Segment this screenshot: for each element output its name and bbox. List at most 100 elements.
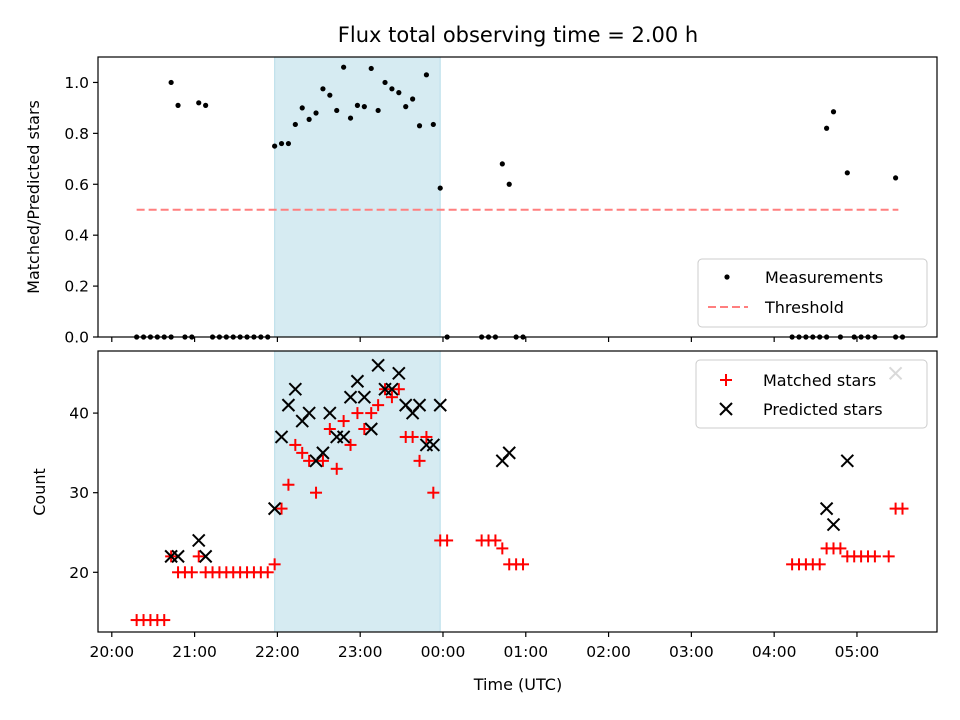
matched-stars-point [420, 430, 433, 443]
matched-stars-point [289, 438, 302, 451]
matched-stars-point [813, 558, 826, 571]
matched-stars-point [358, 423, 371, 436]
predicted-stars-point [281, 398, 296, 412]
legend-marker-measurements [724, 274, 730, 280]
legend-label-threshold: Threshold [764, 298, 844, 317]
measurement-point [272, 143, 278, 149]
measurement-point [278, 140, 285, 147]
xtick-label: 20:00 [89, 643, 134, 661]
measurement-point [306, 116, 312, 122]
measurement-point [389, 86, 395, 92]
matched-stars-point [330, 462, 343, 475]
matched-stars-point [303, 454, 316, 467]
matched-stars-point [441, 534, 454, 547]
xtick-label: 23:00 [338, 643, 383, 661]
bottom-legend-frame [695, 359, 928, 429]
top-ytick-label: 0.6 [64, 176, 89, 194]
predicted-stars-point [840, 454, 855, 468]
measurement-point [354, 102, 361, 108]
matched-stars-point [192, 550, 205, 563]
top-panel: 0.0 0.2 0.4 0.6 0.8 1.0 Flux total observing … [24, 23, 938, 347]
predicted-stars-point [192, 533, 206, 548]
measurement-point [341, 64, 347, 70]
predicted-stars-point [198, 549, 213, 564]
top-ytick-label: 0.0 [64, 329, 89, 347]
xtick-label: 03:00 [669, 643, 714, 661]
matched-stars-point [496, 542, 509, 555]
bottom-legend: Matched stars Predicted stars [695, 359, 928, 429]
predicted-stars-point [336, 430, 351, 444]
top-ytick-label: 0.8 [64, 125, 89, 143]
measurement-point [824, 125, 830, 131]
measurement-point [893, 175, 899, 181]
measurement-point [292, 121, 298, 128]
legend-marker-matched [720, 374, 732, 386]
legend-label-measurements: Measurements [765, 268, 883, 287]
chart-title: Flux total observing time = 2.00 h [338, 23, 698, 47]
legend-marker-predicted [719, 402, 733, 416]
measurement-point [347, 115, 354, 121]
matched-stars-point [268, 558, 281, 571]
predicted-stars-point [350, 374, 365, 388]
matched-stars-point [385, 391, 398, 404]
bottom-ytick-label: 20 [69, 564, 89, 582]
predicted-stars-point [392, 366, 406, 380]
bottom-ytick-label: 40 [69, 405, 89, 423]
measurement-point [416, 123, 423, 129]
predicted-stars-point [426, 438, 441, 452]
measurement-point [368, 65, 374, 72]
matched-stars-point [185, 566, 198, 579]
matched-stars-point [158, 614, 171, 627]
measurement-point [403, 104, 409, 110]
measurement-point [430, 121, 436, 128]
predicted-stars-point [357, 390, 372, 404]
matched-stars-point [489, 534, 502, 547]
measurement-point [437, 185, 443, 191]
predicted-stars-point [412, 398, 427, 412]
matched-stars-point [351, 407, 364, 420]
top-ytick-label: 0.2 [64, 278, 89, 296]
measurement-point [844, 170, 850, 176]
predicted-stars-point [385, 382, 399, 396]
measurement-point [499, 161, 505, 167]
matched-stars-point [316, 454, 329, 467]
top-legend-frame [697, 258, 928, 328]
top-shaded-region [274, 56, 441, 338]
predicted-stars-point [316, 446, 330, 460]
matched-stars-point [261, 566, 274, 579]
predicted-stars-point [274, 430, 289, 444]
top-y-ticks: 0.0 0.2 0.4 0.6 0.8 1.0 [64, 74, 98, 347]
matched-stars-point [372, 399, 385, 412]
predicted-stars-point [267, 501, 282, 516]
measurement-point [410, 96, 416, 102]
x-axis-label: Time (UTC) [473, 675, 562, 694]
predicted-stars-point [288, 382, 303, 396]
matched-stars-point [406, 430, 419, 443]
measurement-point [285, 140, 292, 147]
measurement-point [327, 92, 333, 98]
bottom-x-ticks: 20:00 21:00 22:00 23:00 00:00 01:00 02:00 03:00… [89, 632, 879, 661]
measurement-point [334, 107, 340, 114]
matched-stars-point [392, 383, 405, 396]
measurement-point [396, 90, 402, 96]
matched-stars-point [896, 502, 909, 515]
predicted-stars-point [819, 501, 834, 516]
predicted-stars-point [826, 517, 841, 532]
measurement-point [168, 79, 174, 86]
top-ytick-label: 0.4 [64, 227, 89, 245]
measurement-point [175, 102, 181, 108]
predicted-stars-point [364, 422, 378, 436]
xtick-label: 22:00 [255, 643, 300, 661]
matched-stars-point [427, 486, 440, 499]
xtick-label: 00:00 [421, 643, 466, 661]
top-axes-frame [97, 56, 938, 338]
legend-label-predicted: Predicted stars [763, 400, 883, 419]
matched-stars-point [834, 542, 847, 555]
matched-stars-point [413, 454, 426, 467]
predicted-stars-point [433, 398, 447, 412]
xtick-label: 05:00 [835, 643, 880, 661]
measurement-point [506, 181, 512, 187]
matched-stars-point [882, 550, 895, 563]
predicted-stars-point [171, 549, 185, 564]
matched-stars-point [868, 550, 881, 563]
